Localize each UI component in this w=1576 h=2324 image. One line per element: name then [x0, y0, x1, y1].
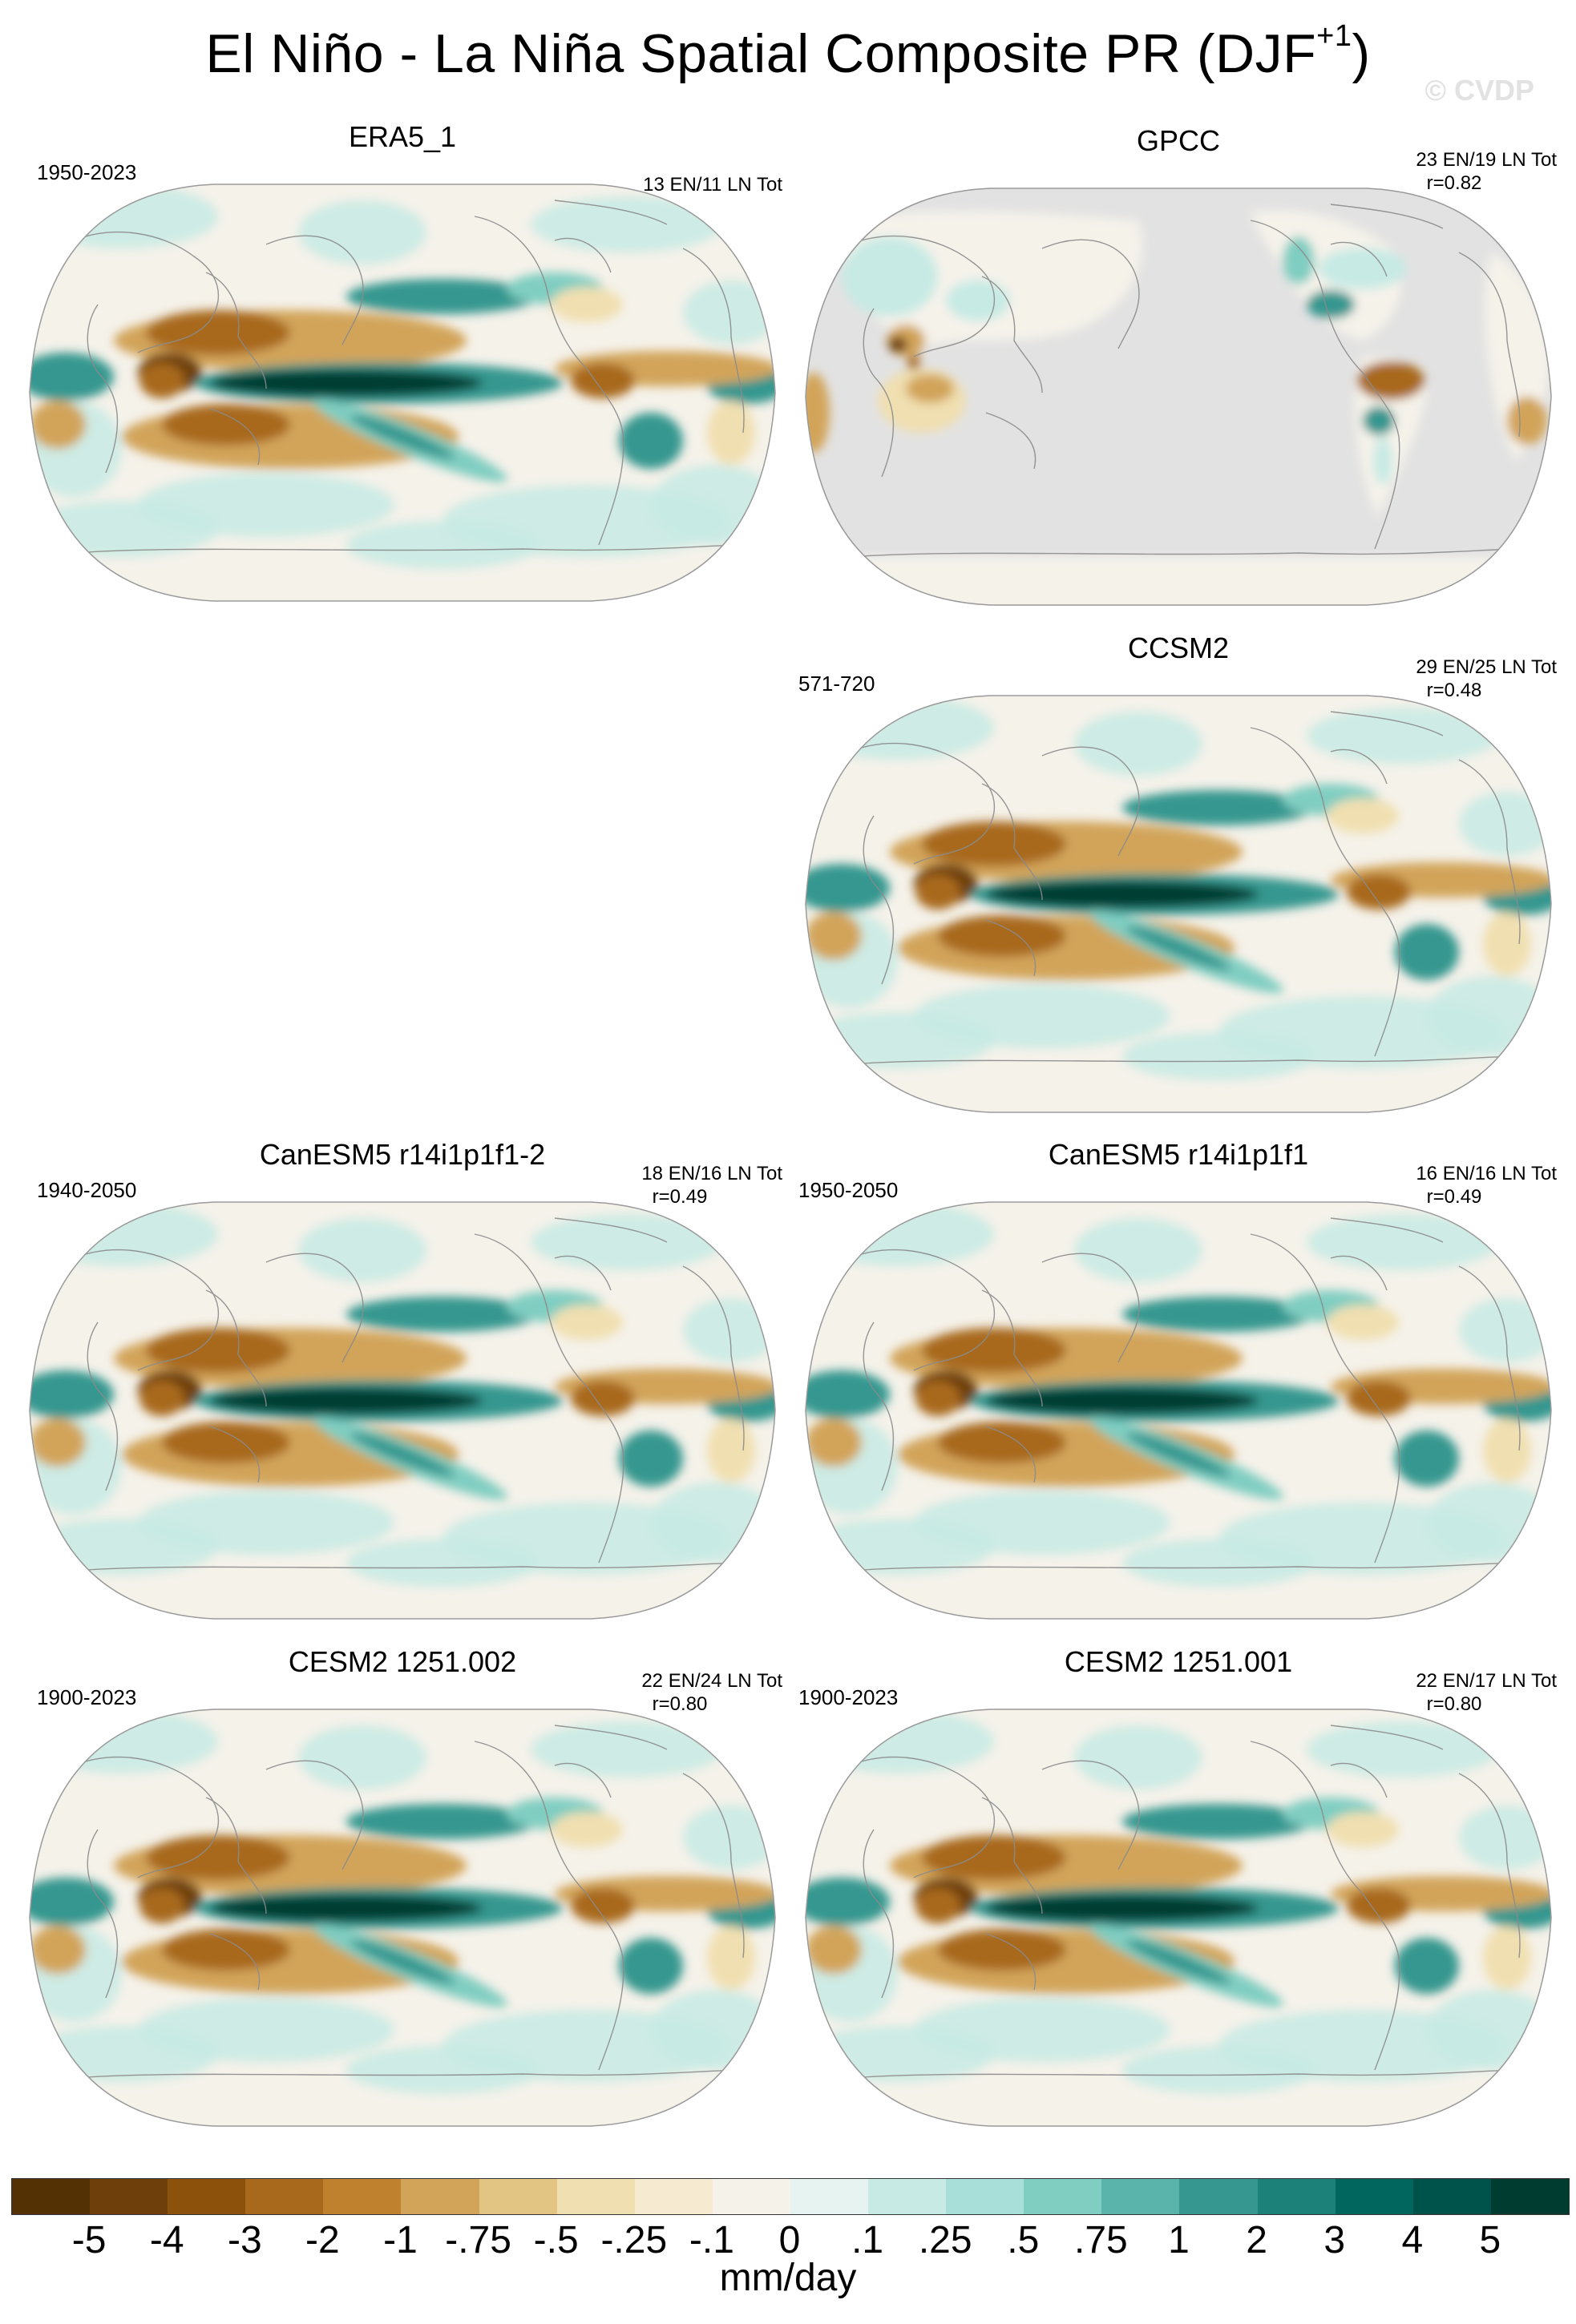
panel-cesm2-a: CESM2 1251.002 1900-2023 22 EN/24 LN Tot…	[18, 1645, 787, 2142]
colorbar-ticks: -5 -4 -3 -2 -1 -.75 -.5 -.25 -.1 0 .1 .25 .5 .75 1 2 3 4 5	[11, 2218, 1568, 2274]
colorbar-tick-label: -1	[383, 2219, 418, 2261]
cesm2-a-map	[29, 1709, 776, 2127]
panel-years: 1900-2023	[798, 1685, 899, 1709]
canesm5-a-map	[29, 1201, 776, 1620]
panel-stats: 16 EN/16 LN Tot r=0.49	[1416, 1163, 1557, 1208]
colorbar-swatch	[1257, 2179, 1336, 2214]
colorbar-tick-label: -3	[227, 2219, 262, 2261]
panel-title: CESM2 1251.002	[288, 1645, 517, 1678]
colorbar-tick-label: 3	[1323, 2219, 1346, 2261]
era5-map	[29, 184, 776, 602]
colorbar-swatch	[1101, 2179, 1180, 2214]
ccsm2-map	[805, 695, 1552, 1113]
colorbar-swatch	[868, 2179, 947, 2214]
panel-title: CanESM5 r14i1p1f1-2	[259, 1138, 546, 1171]
panel-stats: 23 EN/19 LN Tot r=0.82	[1416, 149, 1557, 194]
colorbar-swatch	[1179, 2179, 1258, 2214]
panel-canesm5-a: CanESM5 r14i1p1f1-2 1940-2050 18 EN/16 L…	[18, 1138, 787, 1635]
panel-years: 1950-2050	[798, 1178, 899, 1202]
panel-stats: 29 EN/25 LN Tot r=0.48	[1416, 656, 1557, 701]
colorbar-tick-label: -.75	[445, 2219, 511, 2261]
colorbar-swatch	[712, 2179, 790, 2214]
panel-title: CanESM5 r14i1p1f1	[1048, 1138, 1309, 1171]
colorbar-swatch	[12, 2179, 91, 2214]
cvdp-watermark: © CVDP	[1424, 74, 1534, 107]
colorbar-tick-label: 2	[1246, 2219, 1267, 2261]
colorbar-tick-label: -.25	[600, 2219, 668, 2261]
panel-years: 1950-2023	[37, 160, 137, 184]
colorbar-tick-label: -.1	[689, 2219, 734, 2261]
panel-years: 571-720	[798, 672, 875, 696]
colorbar-swatch	[1412, 2179, 1491, 2214]
panel-ccsm2: CCSM2 571-720 29 EN/25 LN Tot r=0.48	[794, 631, 1563, 1128]
panel-stats: 18 EN/16 LN Tot r=0.49	[641, 1163, 782, 1208]
panel-years: 1900-2023	[37, 1685, 137, 1709]
colorbar-swatch	[556, 2179, 635, 2214]
panel-title: GPCC	[1136, 124, 1220, 157]
colorbar-units: mm/day	[719, 2257, 857, 2299]
colorbar-swatch	[479, 2179, 557, 2214]
colorbar-tick-label: .5	[1007, 2219, 1040, 2261]
colorbar-swatch	[1024, 2179, 1102, 2214]
colorbar-tick-label: .1	[851, 2219, 884, 2261]
colorbar-tick-label: 4	[1401, 2219, 1424, 2261]
panel-stats: 22 EN/17 LN Tot r=0.80	[1416, 1670, 1557, 1715]
colorbar-swatch	[1335, 2179, 1413, 2214]
figure-title: El Niño - La Niña Spatial Composite PR (…	[205, 19, 1371, 84]
colorbar-tick-label: 1	[1168, 2219, 1190, 2261]
canesm5-b-map	[805, 1201, 1552, 1620]
panel-cesm2-b: CESM2 1251.001 1900-2023 22 EN/17 LN Tot…	[794, 1645, 1563, 2142]
gpcc-map	[805, 188, 1552, 606]
colorbar-swatch	[245, 2179, 324, 2214]
panel-canesm5-b: CanESM5 r14i1p1f1 1950-2050 16 EN/16 LN …	[794, 1138, 1563, 1635]
colorbar-swatch	[790, 2179, 869, 2214]
panel-title: CCSM2	[1127, 631, 1230, 664]
colorbar-swatch	[634, 2179, 713, 2214]
colorbar-tick-label: -2	[305, 2219, 340, 2261]
panel-era5: ERA5_1 1950-2023 13 EN/11 LN Tot	[18, 120, 787, 617]
colorbar-swatch	[323, 2179, 402, 2214]
panel-title: ERA5_1	[348, 120, 457, 153]
colorbar-tick-label: 0	[778, 2219, 801, 2261]
colorbar-tick-label: -5	[71, 2219, 107, 2261]
panel-years: 1940-2050	[37, 1178, 137, 1202]
colorbar-tick-label: 5	[1479, 2219, 1501, 2261]
panel-stats: 22 EN/24 LN Tot r=0.80	[641, 1670, 782, 1715]
colorbar	[11, 2178, 1570, 2215]
colorbar-tick-label: -.5	[533, 2219, 579, 2261]
colorbar-swatch	[401, 2179, 479, 2214]
panel-title: CESM2 1251.001	[1064, 1645, 1293, 1678]
cesm2-b-map	[805, 1709, 1552, 2127]
colorbar-swatch	[90, 2179, 168, 2214]
colorbar-swatch	[946, 2179, 1024, 2214]
panel-stats: 13 EN/11 LN Tot	[643, 174, 782, 196]
colorbar-tick-label: .25	[918, 2219, 972, 2261]
colorbar-tick-label: .75	[1074, 2219, 1128, 2261]
colorbar-tick-label: -4	[149, 2219, 184, 2261]
colorbar-swatch	[1490, 2179, 1569, 2214]
colorbar-swatch	[168, 2179, 246, 2214]
panel-gpcc: GPCC 23 EN/19 LN Tot r=0.82	[794, 124, 1563, 621]
